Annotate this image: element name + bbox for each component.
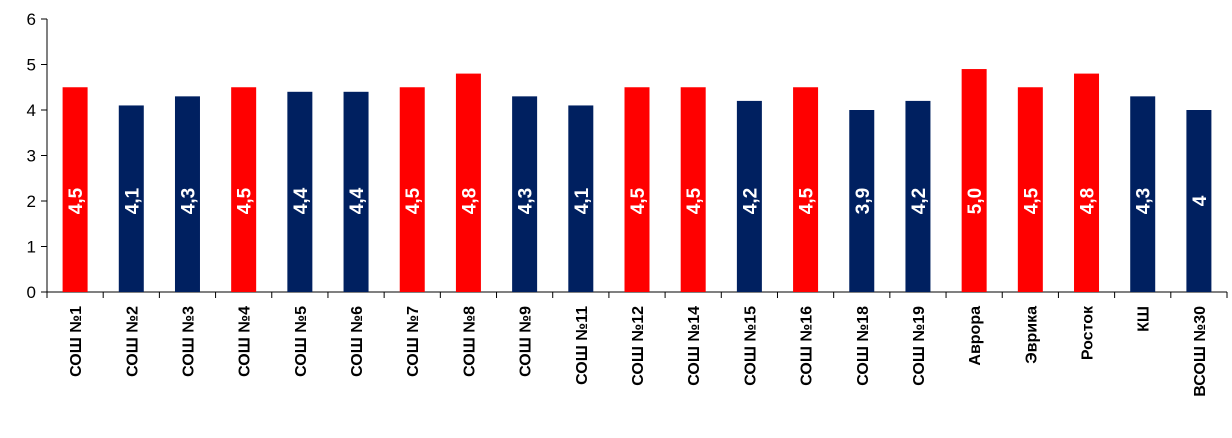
data-label: 4,2 [909,188,930,214]
data-label: 4,5 [403,187,424,214]
data-label: 4,4 [347,187,368,214]
y-tick-label: 6 [27,10,36,29]
bar [961,69,987,292]
y-axis: 0 1 2 3 4 5 6 [27,10,48,302]
bar [1074,73,1100,292]
bar [1130,96,1156,292]
category-label: СОШ №8 [461,306,478,377]
bar [231,87,257,292]
category-label: СОШ №11 [574,306,591,385]
data-label: 4,3 [1134,188,1155,214]
bar [849,110,875,292]
bar [399,87,425,292]
data-label: 4,1 [122,187,143,214]
data-label: 4,8 [459,188,480,214]
data-label: 4,1 [572,187,593,214]
bars [62,69,1212,293]
bar [62,87,88,292]
category-label: СОШ №19 [911,306,928,386]
y-tick-label: 1 [27,238,36,257]
data-label: 4 [1190,195,1211,206]
y-tick-label: 4 [27,101,36,120]
data-label: 4,5 [235,187,256,214]
category-labels: СОШ №1 СОШ №2 СОШ №3 СОШ №4 СОШ №5 СОШ №6 СОШ … [68,305,1209,397]
data-label: 4,5 [797,187,818,214]
category-label: Росток [1080,305,1097,360]
category-label: СОШ №2 [124,306,141,377]
bar [736,100,762,293]
bar [1186,110,1212,292]
data-label: 4,3 [178,188,199,214]
bar [118,105,144,292]
data-labels: 4,5 4,1 4,3 4,5 4,4 4,4 4,5 4,8 4,3 4,1 4,5 4,5 4,2 4… [66,187,1211,214]
bar [455,73,481,292]
category-label: СОШ №5 [293,306,310,377]
data-label: 4,5 [66,187,87,214]
category-label: СОШ №9 [518,306,535,377]
data-label: 3,9 [853,188,874,214]
data-label: 4,5 [628,187,649,214]
category-label: СОШ №4 [237,306,254,377]
data-label: 4,5 [684,187,705,214]
bar [1017,87,1043,292]
y-tick-label: 5 [27,56,36,75]
category-label: СОШ №18 [855,306,872,386]
category-label: СОШ №16 [799,306,816,386]
bar [680,87,706,292]
bar [287,91,313,292]
category-label: СОШ №14 [686,306,703,386]
bar [624,87,650,292]
category-label: ВСОШ №30 [1192,306,1209,397]
bar [343,91,369,292]
category-label: СОШ №15 [742,306,759,386]
category-label: Эврика [1023,306,1040,364]
category-label: СОШ №3 [180,306,197,377]
category-label: СОШ №12 [630,306,647,386]
category-label: Аврора [967,306,984,366]
y-tick-label: 0 [27,283,36,302]
data-label: 4,5 [1021,187,1042,214]
data-label: 4,8 [1078,188,1099,214]
category-label: СОШ №1 [68,306,85,377]
bar [174,96,200,292]
data-label: 4,2 [740,188,761,214]
bar [905,100,931,293]
data-label: 5,0 [965,188,986,214]
category-label: СОШ №7 [405,306,422,377]
bar [793,87,819,292]
category-label: КШ [1136,306,1153,332]
bar [512,96,538,292]
category-label: СОШ №6 [349,306,366,377]
data-label: 4,4 [291,187,312,214]
x-axis [46,291,1228,298]
y-tick-label: 2 [27,192,36,211]
bar [568,105,594,292]
data-label: 4,3 [516,188,537,214]
y-tick-label: 3 [27,147,36,166]
